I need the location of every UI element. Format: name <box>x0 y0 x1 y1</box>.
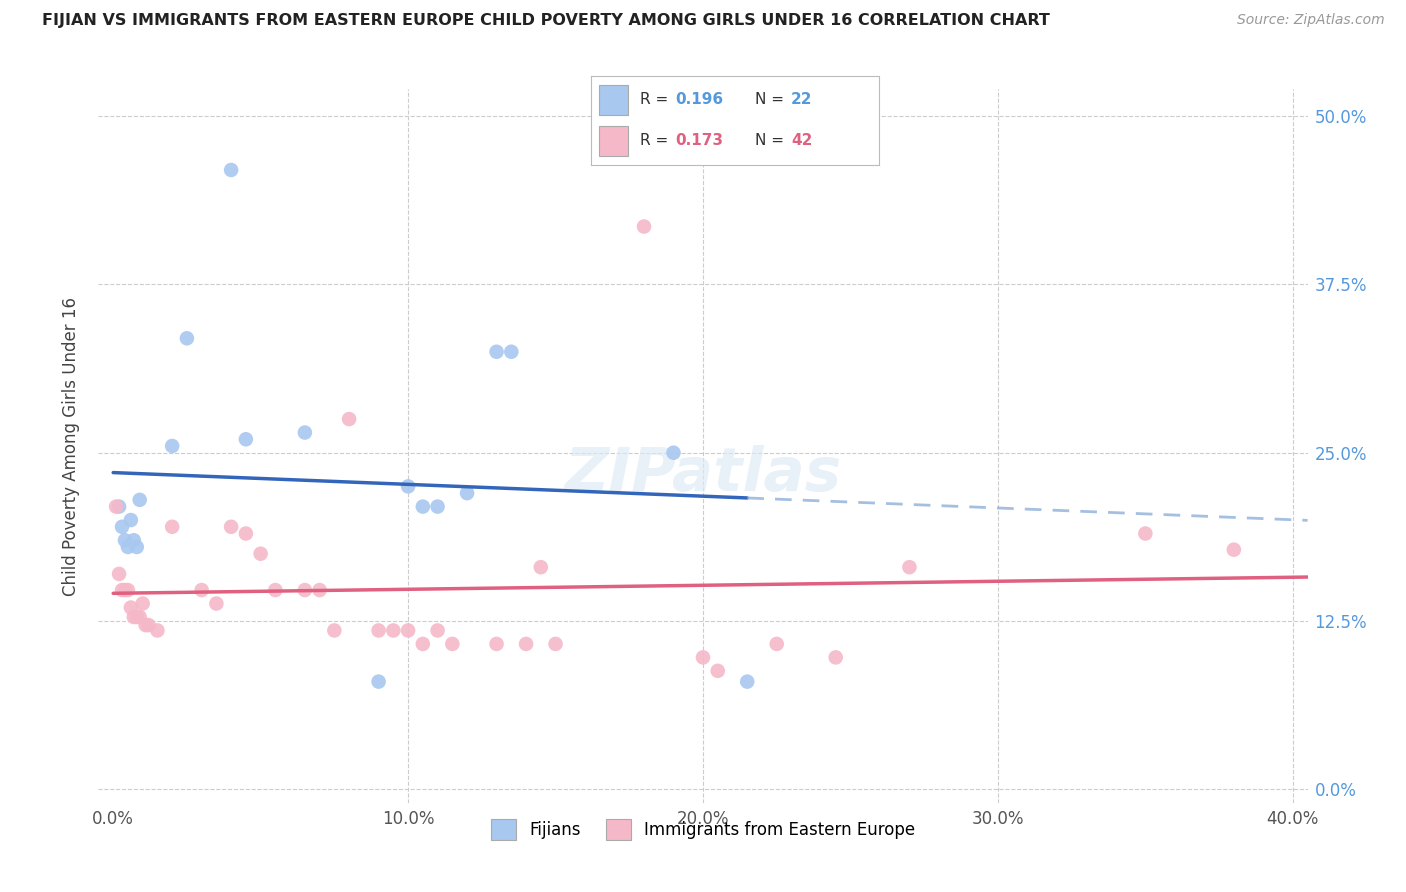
Text: 0.196: 0.196 <box>675 93 724 107</box>
Point <box>219 520 242 534</box>
Point <box>706 664 728 678</box>
Point <box>1223 542 1246 557</box>
Point <box>190 583 212 598</box>
Point <box>128 610 150 624</box>
Point <box>105 500 128 514</box>
Point <box>128 492 150 507</box>
Point <box>249 547 271 561</box>
Text: 0.173: 0.173 <box>675 134 724 148</box>
Point <box>111 583 134 598</box>
Point <box>122 533 145 548</box>
Point <box>396 624 419 638</box>
Point <box>120 600 142 615</box>
Text: Source: ZipAtlas.com: Source: ZipAtlas.com <box>1237 13 1385 28</box>
Point <box>308 583 330 598</box>
Text: 22: 22 <box>790 93 813 107</box>
Point <box>367 624 389 638</box>
Point <box>544 637 567 651</box>
Point <box>111 520 134 534</box>
Point <box>122 610 145 624</box>
FancyBboxPatch shape <box>599 126 628 156</box>
Point <box>692 650 714 665</box>
Point <box>125 610 148 624</box>
Point <box>426 500 449 514</box>
Point <box>160 520 183 534</box>
Point <box>662 446 685 460</box>
Point <box>176 331 198 345</box>
Point <box>485 344 508 359</box>
Point <box>138 618 160 632</box>
Legend: Fijians, Immigrants from Eastern Europe: Fijians, Immigrants from Eastern Europe <box>482 811 924 848</box>
Point <box>412 637 434 651</box>
Point <box>117 540 139 554</box>
Point <box>824 650 846 665</box>
Point <box>530 560 553 574</box>
Point <box>264 583 287 598</box>
Point <box>114 533 136 548</box>
Point <box>235 526 257 541</box>
Point <box>898 560 921 574</box>
Point <box>735 674 758 689</box>
Point <box>633 219 655 234</box>
Point <box>205 597 228 611</box>
Text: R =: R = <box>640 134 672 148</box>
Text: ZIPatlas: ZIPatlas <box>564 445 842 504</box>
Text: FIJIAN VS IMMIGRANTS FROM EASTERN EUROPE CHILD POVERTY AMONG GIRLS UNDER 16 CORR: FIJIAN VS IMMIGRANTS FROM EASTERN EUROPE… <box>42 13 1050 29</box>
Point <box>294 425 316 440</box>
Point <box>120 513 142 527</box>
Point <box>146 624 169 638</box>
Point <box>117 583 139 598</box>
Text: 42: 42 <box>790 134 813 148</box>
Point <box>108 566 131 581</box>
Point <box>337 412 360 426</box>
Point <box>441 637 464 651</box>
Point <box>294 583 316 598</box>
Point <box>114 583 136 598</box>
Point <box>501 344 523 359</box>
Point <box>485 637 508 651</box>
Point <box>219 163 242 178</box>
Point <box>108 500 131 514</box>
Point <box>135 618 157 632</box>
Point <box>765 637 787 651</box>
Point <box>456 486 478 500</box>
Point <box>1135 526 1157 541</box>
Point <box>160 439 183 453</box>
Point <box>323 624 346 638</box>
Point <box>412 500 434 514</box>
Text: R =: R = <box>640 93 672 107</box>
Point <box>426 624 449 638</box>
Point <box>131 597 153 611</box>
Point <box>125 540 148 554</box>
Y-axis label: Child Poverty Among Girls Under 16: Child Poverty Among Girls Under 16 <box>62 296 80 596</box>
Text: N =: N = <box>755 93 789 107</box>
FancyBboxPatch shape <box>599 85 628 115</box>
Point <box>396 479 419 493</box>
Point <box>235 432 257 446</box>
Point <box>515 637 537 651</box>
Text: N =: N = <box>755 134 789 148</box>
Point <box>382 624 405 638</box>
Point <box>367 674 389 689</box>
